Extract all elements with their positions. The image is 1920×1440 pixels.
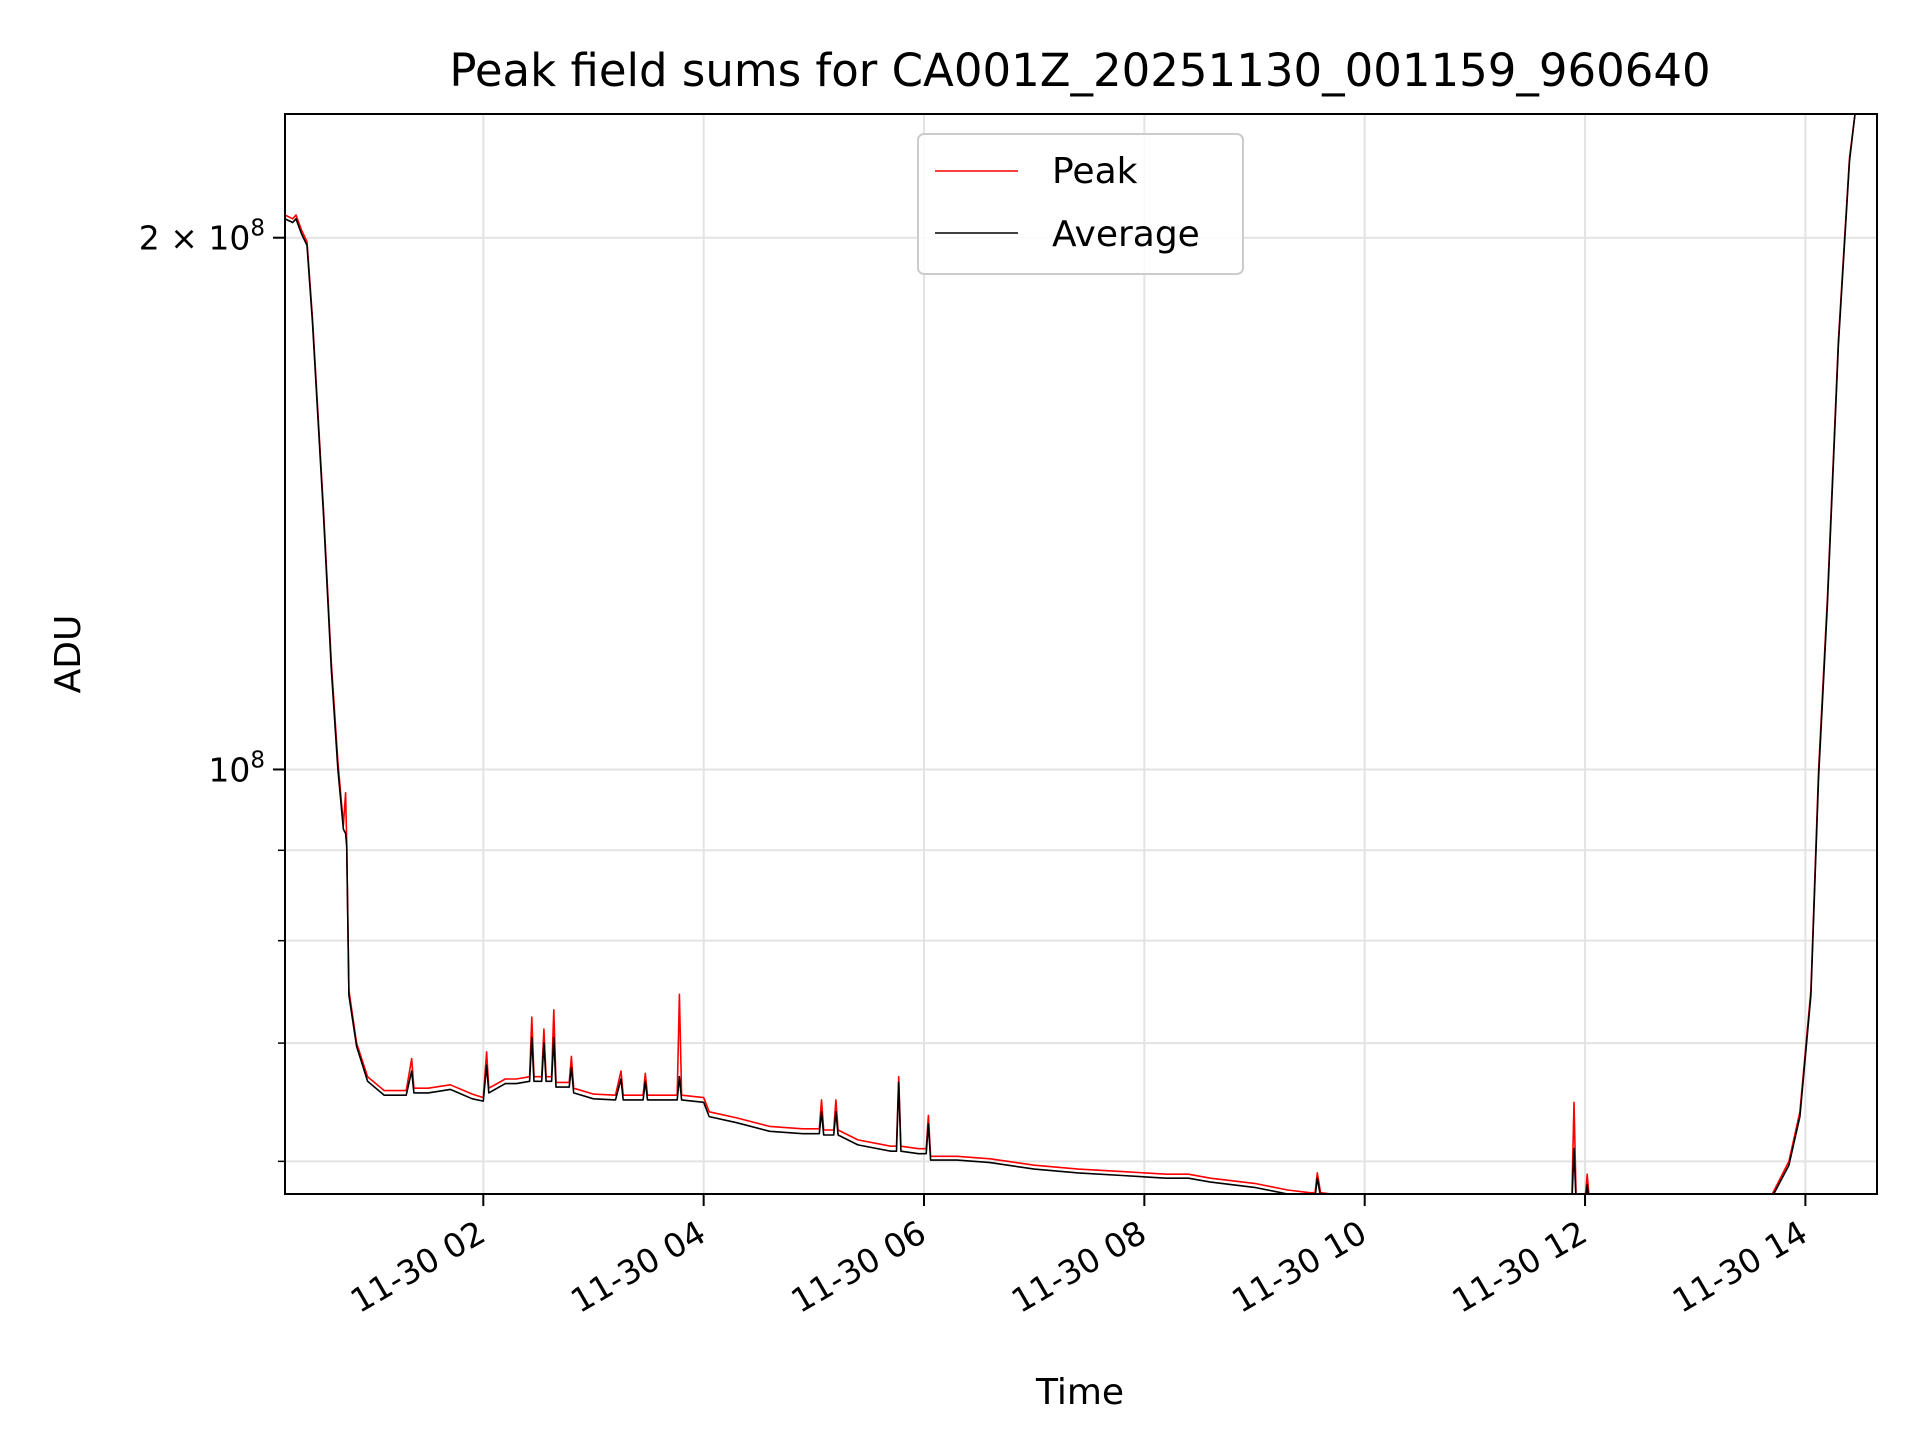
legend-label-peak: Peak	[1052, 151, 1138, 192]
legend-label-average: Average	[1052, 214, 1200, 255]
series-line-average	[285, 114, 1877, 1194]
chart-title: Peak field sums for CA001Z_20251130_0011…	[449, 44, 1710, 97]
y-tick-base: 10	[208, 219, 250, 258]
legend: Peak Average	[917, 133, 1244, 275]
y-tick-label: 108	[208, 747, 265, 789]
y-tick-base: 10	[208, 750, 250, 789]
legend-box	[917, 133, 1244, 275]
y-axis-label: ADU	[48, 615, 89, 694]
grid-lines	[285, 114, 1877, 1194]
y-tick-coefficient: 2 ×	[139, 219, 209, 258]
y-tick-exponent: 8	[250, 747, 265, 773]
x-axis-label: Time	[1035, 1372, 1124, 1413]
plot-frame	[284, 113, 1878, 1195]
y-tick-exponent: 8	[250, 216, 265, 242]
plot-area-series	[285, 114, 1877, 1194]
y-tick-label: 2 × 108	[139, 216, 265, 258]
